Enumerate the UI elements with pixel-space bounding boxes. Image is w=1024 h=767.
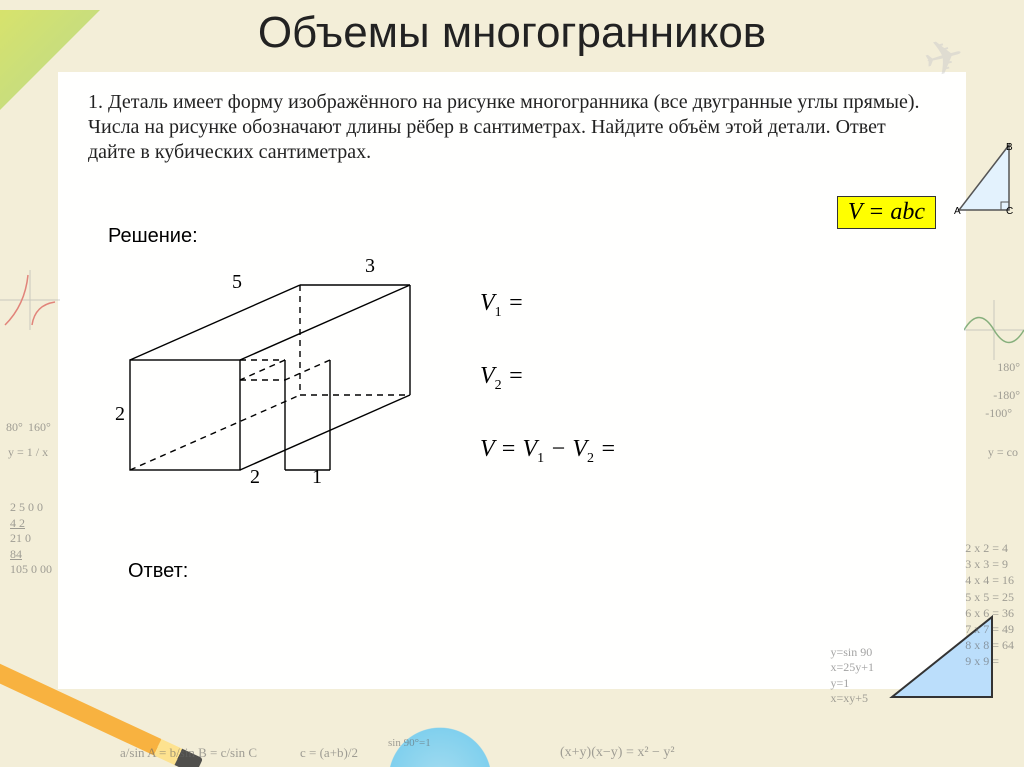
ld-1: 4 2 xyxy=(10,516,52,532)
polyhedron-svg: 5 3 2 2 1 xyxy=(90,255,430,505)
mt-3: 5 x 5 = 25 xyxy=(965,589,1014,605)
tri-b: B xyxy=(1006,142,1013,153)
polyhedron-figure: 5 3 2 2 1 xyxy=(90,255,430,505)
problem-statement: 1. Деталь имеет форму изображённого на р… xyxy=(88,90,924,165)
solution-label: Решение: xyxy=(108,225,198,248)
edge-label-1: 1 xyxy=(312,466,322,488)
ld-4: 105 0 00 xyxy=(10,562,52,578)
triangle-icon-top: A B C xyxy=(954,140,1014,215)
equations-block: V1 = V2 = V = V1 − V2 = xyxy=(480,290,616,508)
deco-longdiv: 2 5 0 0 4 2 21 0 84 105 0 00 xyxy=(10,500,52,578)
mt-0: 2 x 2 = 4 xyxy=(965,540,1014,556)
deco-angle2: 160° xyxy=(28,420,51,435)
edge-label-3: 3 xyxy=(365,255,375,277)
deco-bf3: (x+y)(x−y) = x² − y² xyxy=(560,745,675,761)
graph-left-icon xyxy=(0,270,60,330)
brf-0: y=sin 90 xyxy=(830,645,874,661)
deco-graph-label: y = 1 / x xyxy=(8,445,48,460)
edge-label-2a: 2 xyxy=(115,403,125,425)
deco-angle5: 180° xyxy=(997,360,1020,375)
deco-bf1: c = (a+b)/2 xyxy=(300,745,358,761)
mt-2: 4 x 4 = 16 xyxy=(965,572,1014,588)
equation-v2: V2 = xyxy=(480,363,616,394)
mt-6: 8 x 8 = 64 xyxy=(965,637,1014,653)
tri-c: C xyxy=(1006,206,1013,215)
ld-3: 84 xyxy=(10,547,52,563)
deco-bf0: a/sin A = b/sin B = c/sin C xyxy=(120,745,257,761)
tri-a: A xyxy=(954,206,961,215)
formula-highlight: V = abc xyxy=(837,196,936,229)
mt-5: 7 x 7 = 49 xyxy=(965,621,1014,637)
edge-label-2b: 2 xyxy=(250,466,260,488)
slide: Объемы многогранников 1. Деталь имеет фо… xyxy=(0,0,1024,767)
deco-graph-label2: y = co xyxy=(988,445,1018,460)
brf-1: x=25y+1 xyxy=(830,660,874,676)
deco-mult-table: 2 x 2 = 4 3 x 3 = 9 4 x 4 = 16 5 x 5 = 2… xyxy=(965,540,1014,670)
graph-right-icon xyxy=(964,300,1024,360)
ld-0: 2 5 0 0 xyxy=(10,500,52,516)
ld-2: 21 0 xyxy=(10,531,52,547)
formula-text: V = abc xyxy=(848,199,925,225)
deco-br-formulas: y=sin 90 x=25y+1 y=1 x=xy+5 xyxy=(830,645,874,707)
deco-bf2: sin 90°=1 xyxy=(388,737,431,749)
page-title: Объемы многогранников xyxy=(0,8,1024,58)
deco-angle1: 80° xyxy=(6,420,23,435)
equation-v1: V1 = xyxy=(480,290,616,321)
brf-3: x=xy+5 xyxy=(830,691,874,707)
brf-2: y=1 xyxy=(830,676,874,692)
deco-angle3: -180° xyxy=(993,388,1020,403)
equation-vtotal: V = V1 − V2 = xyxy=(480,436,616,467)
mt-1: 3 x 3 = 9 xyxy=(965,556,1014,572)
answer-label: Ответ: xyxy=(128,560,188,583)
edge-label-5: 5 xyxy=(232,271,242,293)
mt-4: 6 x 6 = 36 xyxy=(965,605,1014,621)
mt-7: 9 x 9 = xyxy=(965,653,1014,669)
deco-angle4: -100° xyxy=(985,406,1012,421)
